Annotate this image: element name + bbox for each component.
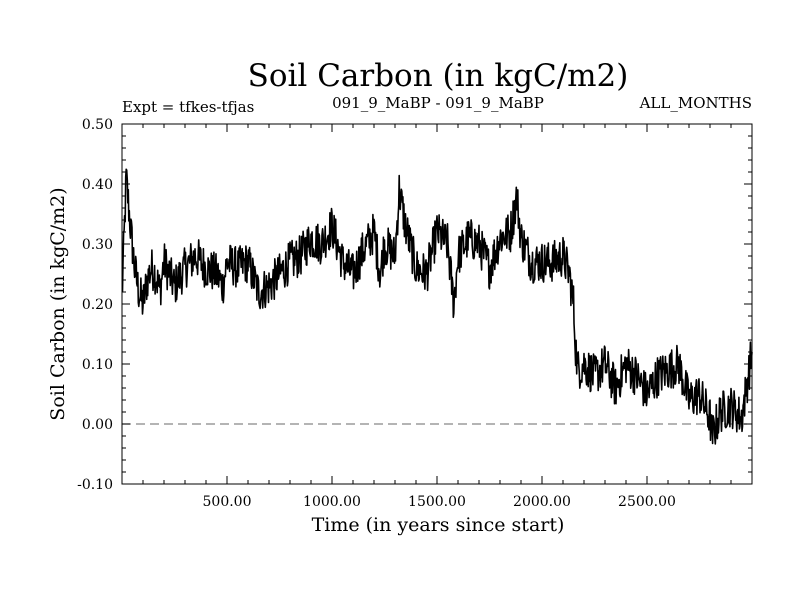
x-tick-label: 2500.00 [618,494,676,510]
y-axis-label: Soil Carbon (in kgC/m2) [47,187,69,420]
plot-frame [121,123,753,485]
period-label: 091_9_MaBP - 091_9_MaBP [332,94,544,112]
x-tick-label: 1000.00 [303,494,361,510]
x-tick-label: 500.00 [203,494,252,510]
months-label: ALL_MONTHS [639,94,752,112]
series-layer [121,168,753,445]
x-tick-label: 1500.00 [408,494,466,510]
y-tick-label: -0.10 [77,477,113,493]
x-tick-label: 2000.00 [513,494,571,510]
y-tick-label: 0.20 [82,297,113,313]
y-axis-ticks: -0.10 0.00 0.10 0.20 0.30 0.40 0.50 [77,117,752,493]
x-axis-ticks: 500.00 1000.00 1500.00 2000.00 2500.00 [142,124,732,510]
x-axis-label: Time (in years since start) [312,514,565,536]
chart-title: Soil Carbon (in kgC/m2) [248,58,629,94]
experiment-label: Expt = tfkes-tfjas [122,98,254,116]
y-tick-label: 0.00 [82,417,113,433]
y-tick-label: 0.50 [82,117,113,133]
y-tick-label: 0.10 [82,357,113,373]
y-tick-label: 0.40 [82,177,113,193]
soil-carbon-series-line [121,168,753,445]
y-tick-label: 0.30 [82,237,113,253]
